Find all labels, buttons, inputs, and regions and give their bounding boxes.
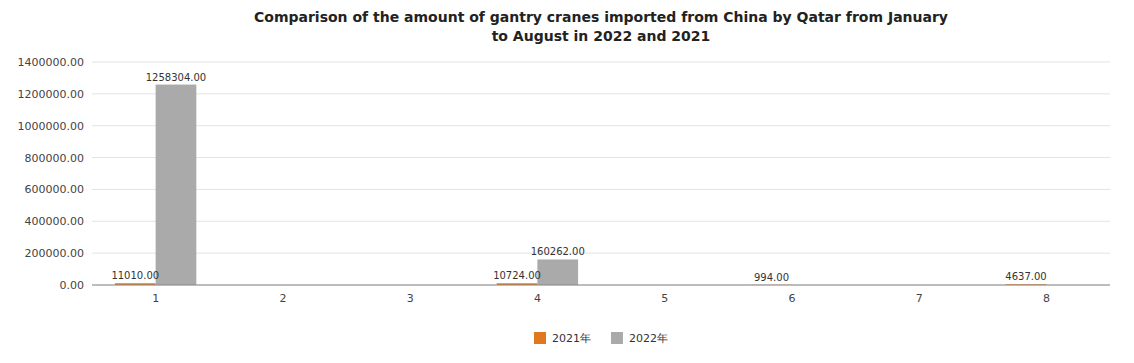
data-label: 10724.00 bbox=[493, 270, 541, 281]
y-tick-label: 200000.00 bbox=[25, 247, 85, 260]
x-tick-label: 1 bbox=[152, 292, 159, 305]
x-tick-label: 2 bbox=[279, 292, 286, 305]
bar bbox=[537, 259, 578, 285]
x-axis-line bbox=[92, 285, 1110, 286]
y-tick-label: 800000.00 bbox=[25, 152, 85, 165]
x-tick-label: 3 bbox=[407, 292, 414, 305]
grid-line bbox=[92, 62, 1110, 63]
x-tick-label: 4 bbox=[534, 292, 541, 305]
legend-label: 2021年 bbox=[552, 332, 591, 345]
grid-line bbox=[92, 221, 1110, 222]
grid-line bbox=[92, 189, 1110, 190]
y-tick-label: 0.00 bbox=[60, 279, 85, 292]
grid-line bbox=[92, 93, 1110, 94]
legend-swatch bbox=[611, 332, 623, 344]
grid-line bbox=[92, 253, 1110, 254]
y-tick-label: 1000000.00 bbox=[18, 120, 84, 133]
y-tick-label: 600000.00 bbox=[25, 183, 85, 196]
x-tick-label: 6 bbox=[788, 292, 795, 305]
grid-line bbox=[92, 125, 1110, 126]
legend: 2021年 2022年 bbox=[534, 332, 668, 345]
bar bbox=[156, 85, 197, 285]
title: Comparison of the amount of gantry crane… bbox=[254, 9, 948, 44]
x-tick-label: 8 bbox=[1043, 292, 1050, 305]
data-label: 11010.00 bbox=[111, 270, 159, 281]
bars bbox=[115, 85, 1046, 285]
legend-item: 2022年 bbox=[611, 332, 668, 345]
y-tick-label: 400000.00 bbox=[25, 215, 85, 228]
grid-line bbox=[92, 157, 1110, 158]
legend-item: 2021年 bbox=[534, 332, 591, 345]
legend-label: 2022年 bbox=[629, 332, 668, 345]
data-label: 1258304.00 bbox=[146, 72, 206, 83]
x-tick-label: 7 bbox=[916, 292, 923, 305]
data-label: 4637.00 bbox=[1005, 271, 1046, 282]
grid bbox=[92, 62, 1110, 285]
legend-swatch bbox=[534, 332, 546, 344]
x-tick-label: 5 bbox=[661, 292, 668, 305]
chart-svg: Comparison of the amount of gantry crane… bbox=[0, 0, 1134, 363]
grid-line bbox=[92, 285, 1110, 286]
y-tick-label: 1400000.00 bbox=[18, 56, 84, 69]
data-labels: 11010.00 10724.00 994.00 4637.00 1258304.00 1… bbox=[111, 72, 1046, 283]
data-label: 994.00 bbox=[754, 272, 789, 283]
y-tick-label: 1200000.00 bbox=[18, 88, 84, 101]
data-label: 160262.00 bbox=[531, 246, 585, 257]
chart-container: Comparison of the amount of gantry crane… bbox=[0, 0, 1134, 363]
